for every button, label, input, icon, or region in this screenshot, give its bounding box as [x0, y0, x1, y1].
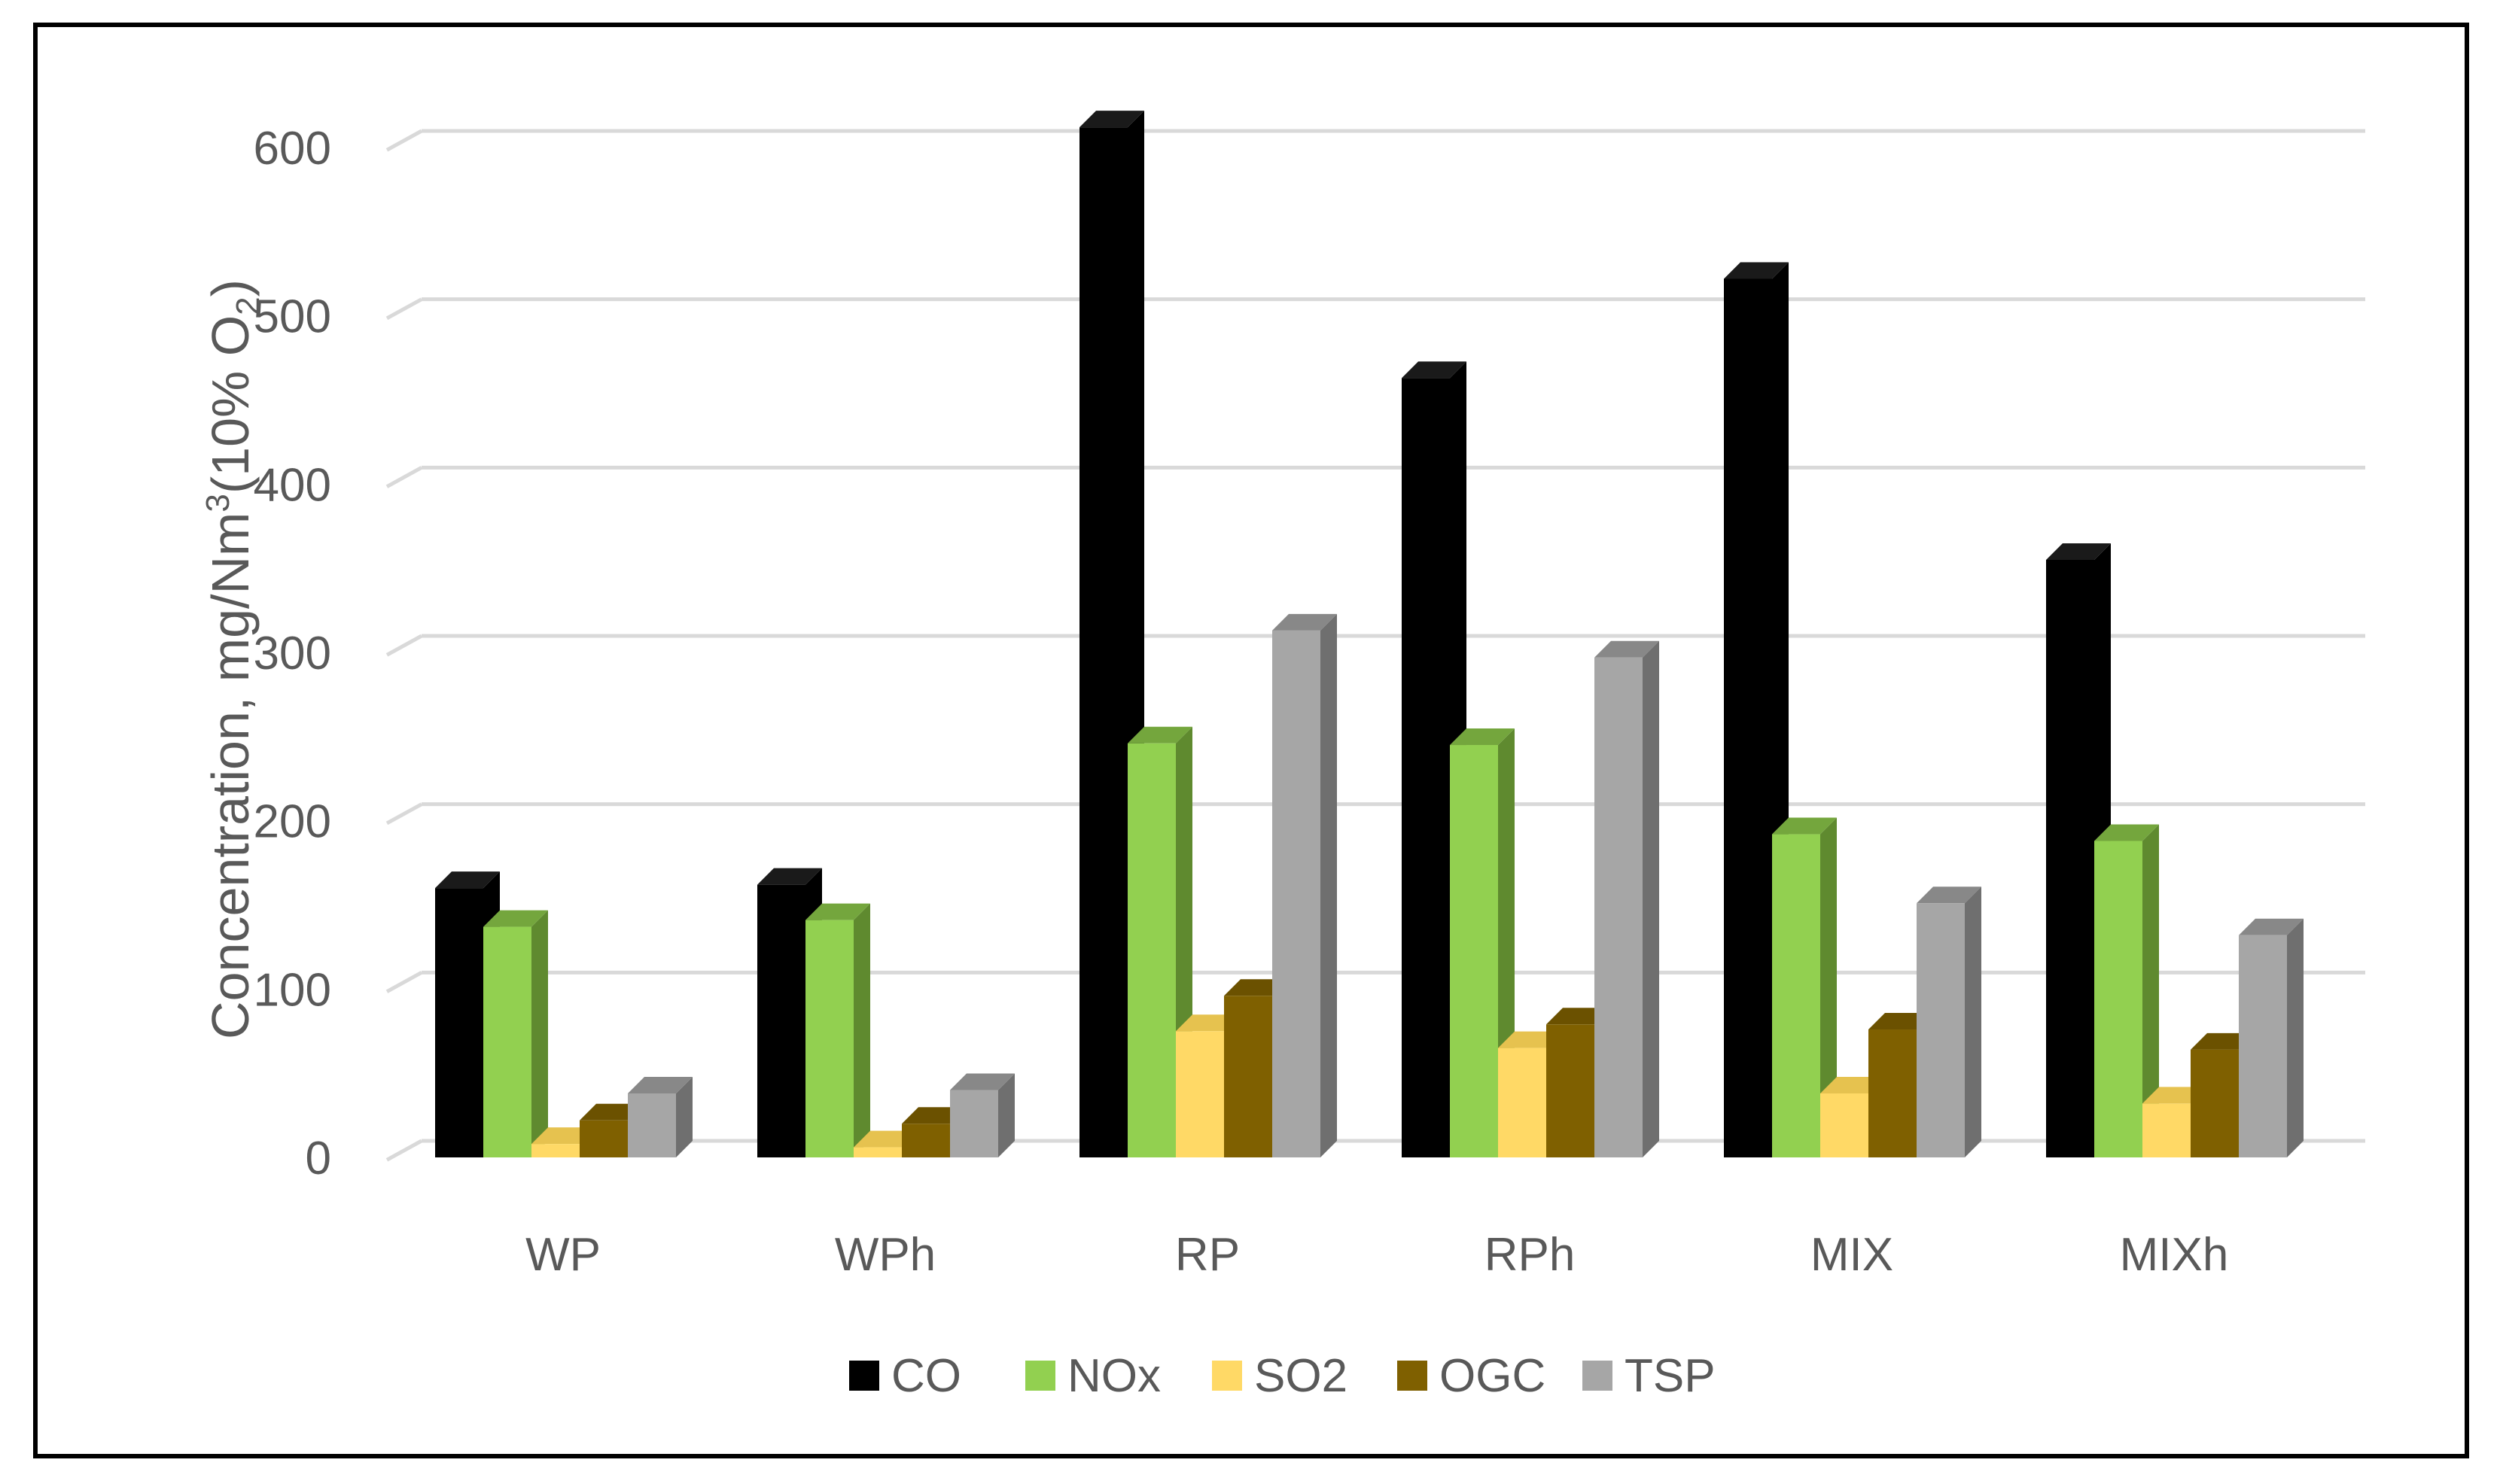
bar-tsp-rp: [1272, 630, 1320, 1157]
bar-side: [2287, 918, 2304, 1157]
bar-tsp-wph: [950, 1090, 998, 1157]
bar-co-rph: [1402, 378, 1450, 1157]
bar-top: [1079, 111, 1144, 128]
legend-label-ogc: OGC: [1439, 1350, 1545, 1402]
legend-label-tsp: TSP: [1625, 1350, 1716, 1402]
y-tick-label: 500: [254, 291, 331, 343]
bar-ogc-wp: [580, 1120, 628, 1157]
bar-top: [950, 1073, 1015, 1090]
bar-ogc-mix: [1868, 1029, 1917, 1157]
bar-top: [1272, 613, 1337, 631]
bar-so2-wph: [854, 1147, 902, 1157]
bar-co-wp: [435, 888, 483, 1157]
bar-nox-wph: [805, 920, 854, 1157]
gridline-slant: [385, 1139, 423, 1162]
bar-side: [1965, 886, 1981, 1157]
bar-top: [757, 868, 822, 885]
x-category-label: RP: [1175, 1229, 1240, 1281]
bar-so2-wp: [531, 1144, 580, 1157]
x-category-label: MIX: [1810, 1229, 1893, 1281]
bar-top: [1917, 886, 1981, 904]
bar-so2-rph: [1498, 1048, 1546, 1157]
bar-ogc-rp: [1224, 996, 1272, 1157]
gridline-slant: [385, 297, 423, 321]
bar-nox-wp: [483, 926, 531, 1157]
bar-side: [854, 903, 870, 1157]
x-category-label: RPh: [1484, 1229, 1576, 1281]
bar-tsp-mixh: [2239, 935, 2287, 1157]
bar-side: [1320, 613, 1337, 1157]
bar-top: [1450, 728, 1515, 746]
gridline-slant: [385, 466, 423, 488]
legend: CO NOx SO2 OGC TSP: [849, 1350, 1716, 1402]
bar-side: [2142, 824, 2159, 1157]
chart-svg: 0 100 200 300 400 500 600 WP WPh RP RPh MIX MIXh Co…: [199, 111, 2365, 1402]
bar-nox-mix: [1772, 834, 1820, 1157]
legend-label-co: CO: [891, 1350, 961, 1402]
bar-ogc-wph: [902, 1124, 950, 1157]
y-tick-label: 200: [254, 796, 331, 848]
bar-side: [998, 1073, 1015, 1157]
legend-swatch-co: [849, 1361, 879, 1391]
bar-so2-rp: [1176, 1031, 1224, 1157]
bar-side: [1820, 817, 1837, 1157]
legend-label-nox: NOx: [1067, 1350, 1161, 1402]
bar-top: [1402, 361, 1466, 379]
bar-co-rp: [1079, 127, 1128, 1157]
bar-top: [2094, 824, 2159, 841]
y-axis-title: Concentration, mg/Nm3(10% O2): [199, 279, 266, 1039]
y-tick-label: 600: [254, 123, 331, 175]
bar-top: [435, 871, 500, 889]
x-category-label: MIXh: [2120, 1229, 2229, 1281]
bar-co-mix: [1724, 278, 1772, 1158]
bar-nox-rph: [1450, 745, 1498, 1157]
x-category-label: WPh: [835, 1229, 936, 1281]
bar-top: [1594, 640, 1659, 658]
bar-nox-rp: [1128, 743, 1176, 1157]
gridline-slant: [385, 634, 423, 657]
bar-top: [2046, 543, 2111, 560]
legend-label-so2: SO2: [1254, 1350, 1347, 1402]
bar-nox-mixh: [2094, 841, 2142, 1157]
y-tick-label: 300: [254, 628, 331, 680]
bar-side: [531, 910, 548, 1157]
legend-swatch-nox: [1025, 1361, 1055, 1391]
bar-top: [1128, 726, 1192, 744]
bar-top: [483, 910, 548, 927]
gridline-slant: [385, 802, 423, 826]
bar-top: [1772, 817, 1837, 835]
bar-tsp-wp: [628, 1093, 676, 1157]
bar-ogc-mixh: [2191, 1049, 2239, 1157]
bar-co-mixh: [2046, 559, 2094, 1157]
gridlines: [385, 129, 2365, 1162]
bar-top: [2239, 918, 2304, 935]
y-tick-label: 400: [254, 459, 331, 511]
bar-tsp-rph: [1594, 657, 1643, 1157]
x-category-label: WP: [525, 1229, 601, 1281]
bar-top: [1724, 262, 1789, 279]
bar-co-wph: [757, 884, 805, 1157]
bar-side: [1643, 640, 1659, 1157]
legend-swatch-so2: [1212, 1361, 1242, 1391]
y-tick-label: 100: [254, 964, 331, 1016]
bar-side: [676, 1077, 693, 1157]
bar-so2-mix: [1820, 1093, 1868, 1157]
gridline-slant: [385, 971, 423, 993]
bar-top: [628, 1077, 693, 1094]
gridline-slant: [385, 129, 423, 152]
y-tick-label: 0: [306, 1133, 331, 1184]
bars: [435, 111, 2304, 1158]
legend-swatch-ogc: [1397, 1361, 1427, 1391]
x-axis-categories: WP WPh RP RPh MIX MIXh: [525, 1229, 2228, 1281]
bar-top: [805, 903, 870, 920]
y-axis-ticks: 0 100 200 300 400 500 600: [254, 123, 331, 1184]
legend-swatch-tsp: [1582, 1361, 1612, 1391]
bar-so2-mixh: [2142, 1103, 2191, 1157]
chart-frame: 0 100 200 300 400 500 600 WP WPh RP RPh MIX MIXh Co…: [33, 23, 2469, 1458]
bar-tsp-mix: [1917, 903, 1965, 1157]
bar-ogc-rph: [1546, 1024, 1594, 1157]
